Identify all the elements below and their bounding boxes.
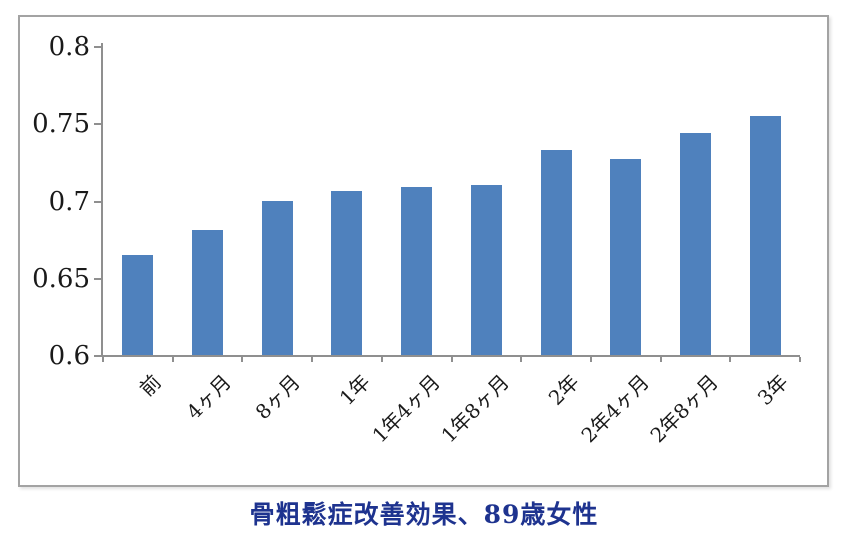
x-tick-label: 4ヶ月	[181, 369, 236, 425]
bar	[540, 149, 572, 355]
bar	[401, 186, 433, 355]
y-tick-label: 0.8	[48, 32, 90, 62]
y-tick	[94, 355, 102, 357]
chart-frame: 0.8 0.75 0.7 0.65 0.6 前 4ヶ月 8ヶ月 1年 1年4ヶ月 1年8ヶ月 2年 2年…	[18, 15, 829, 487]
y-tick-label: 0.6	[48, 341, 90, 371]
x-tick-label: 3年	[752, 369, 793, 410]
x-tick-label: 2年8ヶ月	[645, 369, 724, 448]
y-tick	[94, 277, 102, 280]
y-tick-label: 0.65	[32, 263, 90, 294]
x-tick-label: 8ヶ月	[250, 369, 306, 425]
x-tick	[799, 357, 801, 362]
x-tick	[729, 357, 732, 362]
x-tick-label: 1年4ヶ月	[367, 369, 445, 448]
x-tick	[311, 357, 314, 362]
y-tick-label: 0.7	[48, 186, 90, 217]
y-tick	[94, 200, 102, 203]
bar	[122, 254, 154, 355]
bar	[331, 191, 363, 355]
bar	[192, 229, 224, 355]
bar	[261, 200, 293, 355]
x-tick	[171, 357, 174, 362]
bar	[610, 158, 642, 355]
bar	[679, 132, 711, 355]
bar	[470, 185, 502, 355]
x-tick-label: 1年8ヶ月	[436, 369, 515, 448]
x-tick-label: 2年	[543, 369, 584, 410]
y-axis-line	[101, 43, 103, 357]
y-tick	[94, 46, 102, 48]
x-tick	[380, 357, 383, 362]
y-tick	[94, 123, 102, 126]
x-tick	[659, 357, 662, 362]
x-tick	[241, 357, 244, 362]
x-tick-label: 前	[134, 369, 166, 401]
x-tick	[520, 357, 523, 362]
bar	[749, 115, 781, 355]
y-tick-label: 0.75	[32, 109, 90, 140]
x-tick	[589, 357, 592, 362]
x-tick-label: 1年	[334, 369, 375, 410]
x-axis-line	[97, 355, 800, 357]
x-tick	[102, 357, 104, 362]
x-tick-label: 2年4ヶ月	[576, 369, 654, 448]
chart-title: 骨粗鬆症改善効果、89歳女性	[249, 500, 599, 529]
x-tick	[450, 357, 453, 362]
